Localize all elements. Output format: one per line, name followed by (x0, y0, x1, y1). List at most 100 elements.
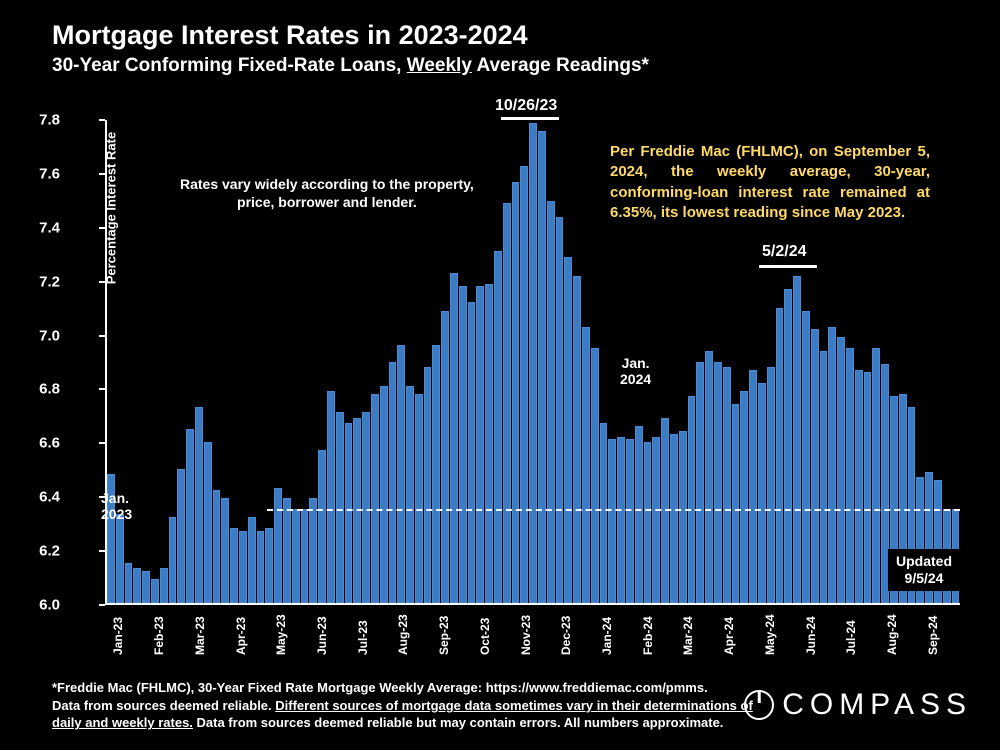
bar (389, 362, 397, 604)
bar (864, 372, 872, 603)
bar (811, 329, 819, 603)
bar (846, 348, 854, 603)
x-tick-label: Nov-23 (519, 615, 533, 655)
bar (820, 351, 828, 603)
callout-text: Per Freddie Mac (FHLMC), on September 5,… (610, 142, 930, 223)
x-tick-label: Aug-24 (885, 614, 899, 655)
bar (802, 311, 810, 603)
bar (309, 498, 317, 603)
y-tick-label: 7.2 (39, 273, 60, 290)
bar (714, 362, 722, 604)
chart-subtitle: 30-Year Conforming Fixed-Rate Loans, Wee… (52, 55, 649, 77)
bar (380, 386, 388, 603)
x-tick-label: Oct-23 (478, 618, 492, 655)
bar (705, 351, 713, 603)
bar (186, 429, 194, 603)
bar (345, 423, 353, 603)
y-tick-label: 7.0 (39, 327, 60, 344)
x-tick-label: Jun-24 (804, 616, 818, 655)
bar (151, 579, 159, 603)
x-tick-label: Jul-24 (844, 620, 858, 655)
bar (441, 311, 449, 603)
annotation-note: Rates vary widely according to the prope… (180, 175, 474, 211)
bar (195, 407, 203, 603)
bar (723, 367, 731, 603)
bar (767, 367, 775, 603)
bar (556, 217, 564, 603)
chart-area: 6.06.26.46.66.87.07.27.47.67.8 Percentag… (105, 120, 960, 605)
bar (494, 251, 502, 603)
bar (635, 426, 643, 603)
bar (547, 201, 555, 604)
bar (283, 498, 291, 603)
bar (617, 437, 625, 603)
bar (758, 383, 766, 603)
bar (125, 563, 133, 603)
x-tick-label: Jan-24 (600, 617, 614, 655)
compass-logo: COMPASS (744, 688, 972, 722)
bar (740, 391, 748, 603)
bar (397, 345, 405, 603)
bar (626, 439, 634, 603)
y-tick-label: 7.8 (39, 112, 60, 129)
bar (327, 391, 335, 603)
bar (872, 348, 880, 603)
chart-title: Mortgage Interest Rates in 2023-2024 (52, 20, 649, 51)
annotation-jan-2023: Jan.2023 (101, 490, 132, 522)
x-tick-label: Mar-24 (681, 616, 695, 655)
bar (582, 327, 590, 603)
annotation-peak1-label: 10/26/23 (495, 97, 557, 115)
annotation-peak2-label: 5/2/24 (762, 243, 806, 261)
bar (406, 386, 414, 603)
x-tick-label: Aug-23 (396, 614, 410, 655)
bar (177, 469, 185, 603)
y-tick-label: 6.4 (39, 489, 60, 506)
bar (828, 327, 836, 603)
bar (696, 362, 704, 604)
bar (142, 571, 150, 603)
bar (468, 302, 476, 603)
x-tick-label: Dec-23 (559, 616, 573, 655)
bar (476, 286, 484, 603)
x-axis (105, 603, 960, 605)
bar (837, 337, 845, 603)
bar (591, 348, 599, 603)
bar (213, 490, 221, 603)
bar (670, 434, 678, 603)
x-tick-label: Jun-23 (315, 616, 329, 655)
bar (608, 439, 616, 603)
bar (538, 131, 546, 603)
bar (257, 531, 265, 603)
y-tick-label: 6.2 (39, 543, 60, 560)
bar (784, 289, 792, 603)
bar (776, 308, 784, 603)
bar (450, 273, 458, 603)
bar (564, 257, 572, 603)
reference-line (267, 509, 960, 511)
bar (520, 166, 528, 603)
bar (793, 276, 801, 603)
bar (529, 123, 537, 603)
bar (600, 423, 608, 603)
y-tick-label: 7.6 (39, 165, 60, 182)
bar (230, 528, 238, 603)
bar (732, 404, 740, 603)
bar (855, 370, 863, 603)
x-tick-label: Jul-23 (356, 620, 370, 655)
bar (292, 509, 300, 603)
bar (301, 509, 309, 603)
bar (415, 394, 423, 603)
bar (239, 531, 247, 603)
bar (644, 442, 652, 603)
x-tick-label: May-24 (763, 614, 777, 655)
logo-text: COMPASS (782, 688, 972, 722)
y-tick-label: 6.0 (39, 597, 60, 614)
bar (221, 498, 229, 603)
bar (432, 345, 440, 603)
title-block: Mortgage Interest Rates in 2023-2024 30-… (52, 20, 649, 77)
x-tick-label: Mar-23 (193, 616, 207, 655)
bar (512, 182, 520, 603)
x-tick-label: Jan-23 (111, 617, 125, 655)
footer-text: *Freddie Mac (FHLMC), 30-Year Fixed Rate… (52, 679, 772, 732)
x-tick-label: Feb-23 (152, 616, 166, 655)
